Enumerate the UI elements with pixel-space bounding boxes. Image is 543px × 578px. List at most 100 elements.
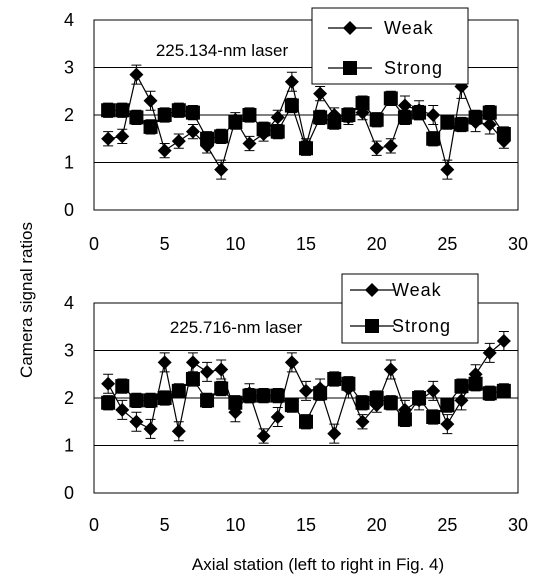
data-point-weak: [284, 74, 299, 89]
y-tick-label: 1: [64, 436, 74, 456]
legend-diamond-icon: [365, 283, 379, 297]
data-point-strong: [355, 395, 370, 410]
data-point-strong: [270, 388, 285, 403]
legend-label: Strong: [384, 58, 443, 78]
data-point-strong: [313, 110, 328, 125]
data-point-weak: [129, 67, 144, 82]
data-point-weak: [228, 405, 243, 420]
data-point-weak: [242, 386, 257, 401]
x-tick-label: 25: [437, 515, 457, 535]
data-point-strong: [143, 393, 158, 408]
x-tick-label: 30: [508, 515, 528, 535]
data-point-weak: [185, 124, 200, 139]
series-weak: [101, 64, 511, 180]
data-point-weak: [454, 393, 469, 408]
data-point-weak: [299, 383, 313, 398]
data-point-weak: [327, 426, 342, 441]
data-point-weak: [214, 362, 229, 377]
data-point-weak: [171, 424, 186, 439]
data-point-strong: [383, 91, 398, 106]
y-tick-label: 3: [64, 341, 74, 361]
x-tick-label: 5: [160, 234, 170, 254]
legend-square-icon: [365, 319, 379, 333]
data-point-weak: [496, 134, 511, 149]
data-point-weak: [242, 136, 257, 151]
data-point-strong: [482, 105, 497, 120]
legend-box: [311, 7, 469, 85]
legend-box: [341, 273, 479, 344]
data-point-weak: [115, 402, 130, 417]
data-point-strong: [454, 379, 469, 394]
data-point-strong: [185, 372, 200, 386]
data-point-weak: [397, 402, 412, 417]
legend-square-icon: [343, 61, 357, 75]
data-point-strong: [383, 395, 398, 410]
data-point-strong: [482, 386, 497, 401]
data-point-weak: [200, 138, 215, 153]
data-point-weak: [468, 115, 483, 130]
data-point-weak: [101, 131, 116, 146]
y-tick-label: 3: [64, 58, 74, 78]
y-tick-label: 2: [64, 105, 74, 125]
data-point-strong: [171, 103, 186, 118]
data-point-weak: [383, 138, 398, 153]
legend: Weak Strong: [311, 7, 469, 85]
data-point-weak: [185, 355, 200, 370]
y-tick-label: 1: [64, 153, 74, 173]
data-point-strong: [214, 129, 229, 144]
data-point-strong: [284, 398, 299, 413]
data-point-strong: [185, 105, 200, 120]
series-weak: [101, 331, 511, 444]
legend-label: Weak: [384, 18, 434, 38]
y-tick-label: 0: [64, 483, 74, 503]
data-point-weak: [299, 138, 313, 153]
data-point-weak: [496, 334, 511, 348]
data-point-strong: [200, 393, 215, 408]
data-point-weak: [214, 162, 229, 177]
data-point-weak: [313, 86, 328, 101]
data-point-weak: [412, 103, 427, 118]
data-point-weak: [482, 345, 497, 360]
data-point-strong: [355, 96, 370, 111]
data-point-weak: [355, 105, 370, 120]
data-point-weak: [412, 393, 427, 408]
y-axis-title: Camera signal ratios: [17, 222, 36, 378]
data-point-weak: [256, 429, 271, 443]
data-point-weak: [440, 162, 455, 177]
data-point-weak: [157, 143, 172, 158]
data-point-weak: [341, 110, 356, 125]
data-point-weak: [369, 141, 384, 156]
data-point-strong: [157, 391, 172, 405]
data-point-strong: [157, 108, 172, 122]
y-tick-label: 2: [64, 388, 74, 408]
x-tick-label: 0: [89, 234, 99, 254]
data-point-weak: [369, 398, 384, 413]
x-tick-label: 5: [160, 515, 170, 535]
bottom-panel: 0 1 2 3 4 0 5 10 15 20 25 30 225.716-nm laser Weak Str…: [64, 273, 528, 535]
data-point-strong: [101, 395, 116, 410]
series-strong: [101, 371, 511, 430]
laser-annotation: 225.134-nm laser: [156, 41, 289, 60]
y-tick-label: 4: [64, 293, 74, 313]
data-point-strong: [242, 108, 257, 122]
data-point-weak: [171, 134, 186, 149]
data-point-weak: [313, 381, 328, 396]
data-point-weak: [383, 362, 398, 377]
x-tick-label: 25: [437, 234, 457, 254]
data-point-strong: [101, 103, 116, 118]
data-point-weak: [284, 355, 299, 370]
laser-annotation: 225.716-nm laser: [170, 318, 303, 337]
data-point-strong: [327, 372, 342, 386]
data-point-strong: [115, 103, 130, 118]
x-tick-label: 10: [225, 234, 245, 254]
data-point-weak: [101, 376, 116, 391]
data-point-weak: [129, 414, 144, 429]
data-point-strong: [299, 414, 313, 429]
x-tick-label: 15: [296, 234, 316, 254]
data-point-weak: [397, 98, 412, 113]
data-point-strong: [454, 117, 469, 132]
data-point-weak: [355, 414, 370, 429]
top-panel: 0 1 2 3 4 0 5 10 15 20 25 30 225.134-nm laser Weak Str…: [64, 7, 528, 254]
data-point-strong: [143, 119, 158, 134]
